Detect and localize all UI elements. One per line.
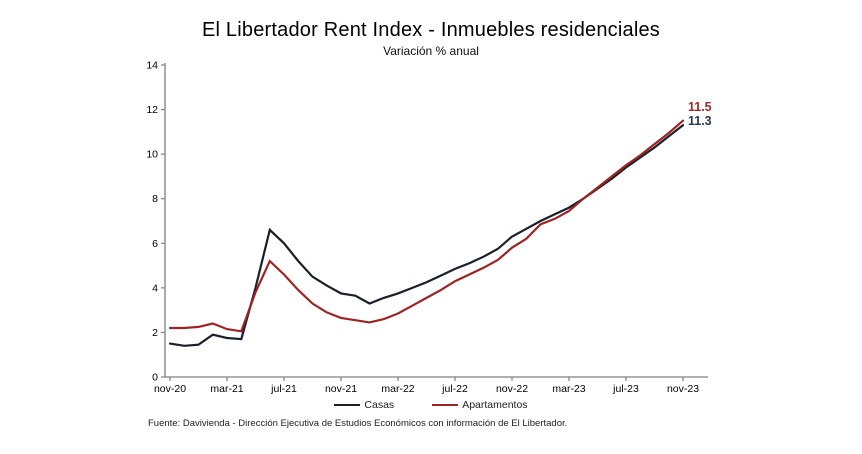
legend-label-apartamentos: Apartamentos	[462, 399, 528, 411]
x-tick-label: nov-23	[667, 383, 699, 395]
legend-label-casas: Casas	[364, 399, 395, 411]
source-note: Fuente: Davivienda - Dirección Ejecutiva…	[148, 418, 568, 429]
x-tick-label: nov-22	[496, 383, 528, 395]
casas-line-swatch	[334, 404, 361, 406]
y-tick-label: 6	[152, 238, 158, 250]
x-tick-label: jul-21	[270, 383, 297, 395]
chart-legend: Casas Apartamentos	[0, 399, 862, 411]
y-tick-label: 0	[152, 372, 158, 384]
y-tick-label: 10	[146, 149, 158, 161]
x-tick-label: nov-20	[154, 383, 186, 395]
chart-title: El Libertador Rent Index - Inmuebles res…	[201, 19, 661, 41]
x-tick-label: mar-21	[210, 383, 243, 395]
x-tick-label: jul-22	[441, 383, 468, 395]
apartamentos-end-value: 11.5	[688, 100, 712, 114]
y-tick-label: 2	[152, 327, 158, 339]
x-tick-label: mar-22	[381, 383, 414, 395]
apartamentos-line	[168, 119, 685, 333]
y-tick-label: 14	[146, 60, 158, 72]
y-tick-label: 8	[152, 193, 158, 205]
x-tick-label: mar-23	[552, 383, 585, 395]
y-tick-label: 12	[146, 104, 158, 116]
legend-item-apartamentos: Apartamentos	[432, 399, 528, 411]
legend-item-casas: Casas	[334, 399, 394, 411]
x-tick-label: jul-23	[612, 383, 639, 395]
chart-subtitle: Variación % anual	[383, 44, 479, 58]
line-chart-plot: 0 2 4 6 8 10 12 14 nov-20 mar-21 jul-21 nov-21 mar-2…	[146, 60, 708, 395]
apartamentos-line-swatch	[432, 404, 459, 406]
x-tick-label: nov-21	[325, 383, 357, 395]
y-tick-label: 4	[152, 282, 158, 294]
casas-end-value: 11.3	[688, 114, 712, 128]
